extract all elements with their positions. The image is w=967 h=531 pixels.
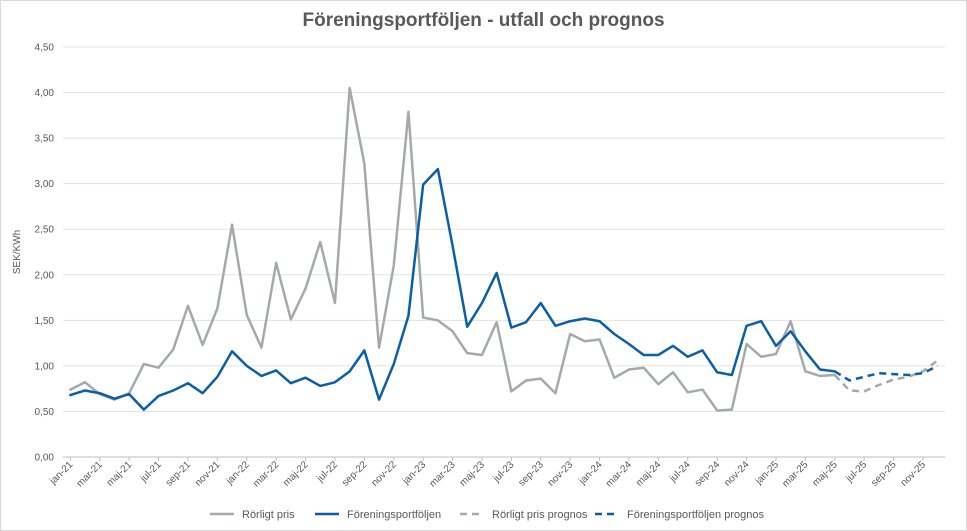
x-tick-label: jul-21: [138, 459, 164, 485]
x-tick-label: jan-23: [400, 459, 428, 487]
x-tick-label: jan-25: [753, 459, 781, 487]
series-line-0: [69, 86, 836, 412]
x-tick-label: nov-21: [193, 459, 223, 489]
y-tick-label: 0,00: [35, 453, 55, 464]
y-tick-label: 1,50: [35, 316, 55, 327]
x-tick-label: mar-24: [604, 459, 634, 489]
series-lines: [69, 86, 939, 412]
legend-label: Rörligt pris prognos: [492, 509, 588, 521]
x-tick-label: nov-24: [722, 459, 752, 489]
y-axis-title: SEK/KWh: [12, 230, 23, 274]
x-tick-label: jan-22: [224, 459, 252, 487]
x-tick-label: sep-23: [516, 459, 546, 489]
x-tick-label: jul-24: [667, 459, 693, 485]
x-tick-label: jan-24: [577, 459, 605, 487]
chart-title: Föreningsportföljen - utfall och prognos: [302, 10, 665, 31]
y-tick-label: 3,00: [35, 179, 55, 190]
x-tick-label: maj-21: [105, 459, 135, 489]
y-axis-ticks: 0,00 0,50 1,00 1,50 2,00 2,50 3,00 3,50 4,00 4,50: [35, 43, 55, 464]
legend-label: Rörligt pris: [242, 509, 295, 521]
legend-label: Föreningsportföljen: [347, 509, 441, 521]
x-tick-label: maj-25: [810, 459, 840, 489]
y-tick-label: 4,50: [35, 43, 55, 54]
x-tick-label: maj-23: [458, 459, 488, 489]
x-tick-label: sep-25: [869, 459, 899, 489]
x-tick-label: nov-22: [369, 459, 399, 489]
x-tick-label: jul-25: [843, 459, 869, 485]
x-tick-label: mar-25: [780, 459, 810, 489]
x-tick-label: sep-21: [164, 459, 194, 489]
y-tick-label: 2,00: [35, 270, 55, 281]
legend: Rörligt pris Föreningsportföljen Rörligt p…: [210, 509, 764, 521]
x-tick-label: maj-24: [634, 459, 664, 489]
x-axis-ticks: jan-21 mar-21 maj-21 jul-21 sep-21 nov-21 jan-…: [47, 457, 928, 490]
series-line-1: [69, 167, 836, 411]
x-tick-label: sep-22: [340, 459, 370, 489]
x-tick-label: mar-22: [251, 459, 281, 489]
x-tick-label: mar-21: [75, 459, 105, 489]
legend-label: Föreningsportföljen prognos: [627, 509, 764, 521]
x-tick-label: mar-23: [427, 459, 457, 489]
y-tick-label: 0,50: [35, 407, 55, 418]
x-tick-label: sep-24: [693, 459, 723, 489]
y-tick-label: 4,00: [35, 88, 55, 99]
x-tick-label: nov-23: [546, 459, 576, 489]
x-tick-label: nov-25: [899, 459, 929, 489]
y-tick-label: 3,50: [35, 134, 55, 145]
y-tick-label: 2,50: [35, 225, 55, 236]
x-tick-label: jul-23: [491, 459, 517, 485]
x-tick-label: jul-22: [314, 459, 340, 485]
gridlines: [63, 46, 945, 458]
x-tick-label: maj-22: [281, 459, 311, 489]
series-line-2: [833, 359, 939, 393]
y-tick-label: 1,00: [35, 361, 55, 372]
series-line-3: [834, 364, 939, 382]
